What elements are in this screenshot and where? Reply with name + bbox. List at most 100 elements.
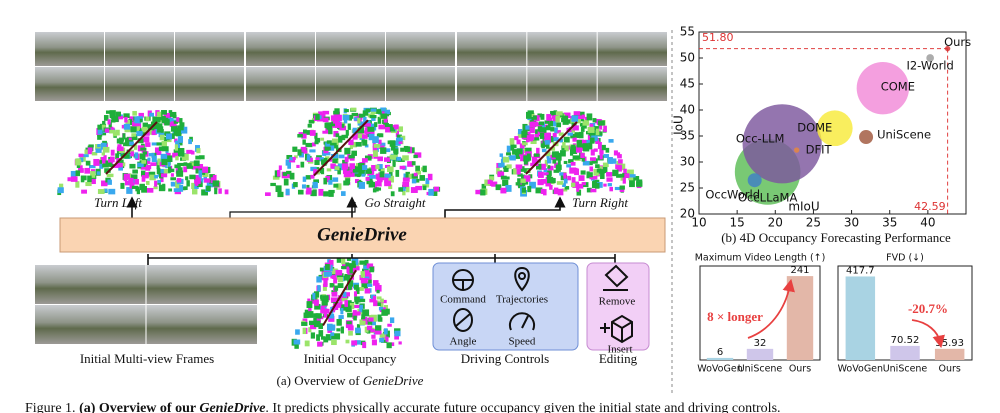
voxel xyxy=(502,165,509,169)
voxel xyxy=(363,265,370,270)
flow-arrows xyxy=(126,196,616,265)
voxel xyxy=(126,187,133,194)
voxel xyxy=(497,171,505,178)
input-label: Initial Multi-view Frames xyxy=(80,351,214,366)
voxel xyxy=(278,165,282,171)
voxel xyxy=(88,165,96,169)
voxel xyxy=(388,175,394,183)
voxel xyxy=(312,181,318,189)
photo xyxy=(146,305,257,344)
voxel xyxy=(333,277,338,284)
voxel xyxy=(341,163,349,170)
voxel xyxy=(425,178,430,185)
voxel xyxy=(550,110,555,116)
voxel xyxy=(79,157,84,162)
voxel xyxy=(164,131,171,136)
voxel xyxy=(112,131,118,137)
voxel xyxy=(129,141,134,146)
control-label: Trajectories xyxy=(496,294,548,306)
voxel xyxy=(337,167,341,175)
x-tick-label: WoVoGen xyxy=(838,364,883,375)
voxel xyxy=(549,120,553,127)
annotation-arrow xyxy=(747,278,795,339)
voxel xyxy=(521,187,527,193)
voxel xyxy=(379,337,384,343)
point-label: I2-World xyxy=(906,59,953,73)
voxel xyxy=(300,146,307,152)
voxel xyxy=(540,113,545,120)
voxel xyxy=(605,147,610,153)
voxel xyxy=(500,187,507,194)
voxel xyxy=(521,131,528,138)
voxel xyxy=(622,177,626,184)
voxel xyxy=(402,181,410,187)
voxel xyxy=(574,168,580,176)
voxel xyxy=(292,146,298,152)
photo xyxy=(527,67,597,101)
voxel xyxy=(379,301,384,308)
voxel xyxy=(130,151,134,157)
voxel xyxy=(59,183,64,188)
voxel xyxy=(324,308,330,314)
voxel xyxy=(282,172,288,176)
panel-caption: (a) Overview of GenieDrive xyxy=(277,373,424,388)
voxel xyxy=(141,175,146,182)
voxel xyxy=(398,139,403,144)
voxel xyxy=(375,284,382,292)
voxel xyxy=(593,126,599,131)
voxel xyxy=(359,304,364,310)
voxel xyxy=(337,302,342,308)
voxel xyxy=(173,188,181,192)
voxel xyxy=(115,161,123,168)
voxel xyxy=(411,161,416,166)
voxel xyxy=(176,178,182,183)
voxel xyxy=(342,263,349,268)
voxel xyxy=(381,339,388,343)
voxel xyxy=(325,142,330,149)
voxel xyxy=(506,152,512,156)
voxel xyxy=(607,183,612,187)
voxel xyxy=(525,125,530,130)
voxel xyxy=(545,144,550,149)
voxel xyxy=(313,320,321,328)
voxel xyxy=(349,263,356,268)
y-tick-label: 35 xyxy=(680,129,695,143)
voxel xyxy=(303,312,309,319)
voxel xyxy=(336,183,342,190)
voxel xyxy=(328,145,335,151)
voxel xyxy=(512,144,517,149)
voxel xyxy=(353,117,359,121)
voxel xyxy=(324,152,331,156)
voxel xyxy=(99,163,104,169)
voxel xyxy=(415,185,423,191)
voxel xyxy=(313,179,319,184)
voxel xyxy=(590,176,598,180)
voxel xyxy=(364,123,372,127)
voxel xyxy=(380,113,388,119)
occupancy-maps xyxy=(57,107,643,349)
voxel xyxy=(342,291,347,298)
voxel xyxy=(532,115,537,120)
voxel xyxy=(151,155,157,162)
voxel xyxy=(70,176,78,182)
voxel xyxy=(601,144,606,151)
voxel xyxy=(168,117,174,123)
photo xyxy=(457,32,527,66)
voxel xyxy=(186,165,194,169)
voxel xyxy=(310,332,316,339)
voxel xyxy=(541,143,545,149)
voxel xyxy=(317,341,323,347)
voxel xyxy=(323,337,329,343)
x-tick-label: 40 xyxy=(920,216,935,230)
voxel xyxy=(582,160,590,166)
voxel xyxy=(376,296,382,300)
voxel xyxy=(572,181,580,188)
voxel xyxy=(188,139,192,145)
x-tick-label: 35 xyxy=(882,216,897,230)
voxel xyxy=(118,115,124,120)
voxel xyxy=(362,110,369,116)
voxel xyxy=(289,172,295,180)
voxel xyxy=(369,266,375,273)
turn-label: Turn Left xyxy=(94,195,142,210)
voxel xyxy=(128,119,133,124)
